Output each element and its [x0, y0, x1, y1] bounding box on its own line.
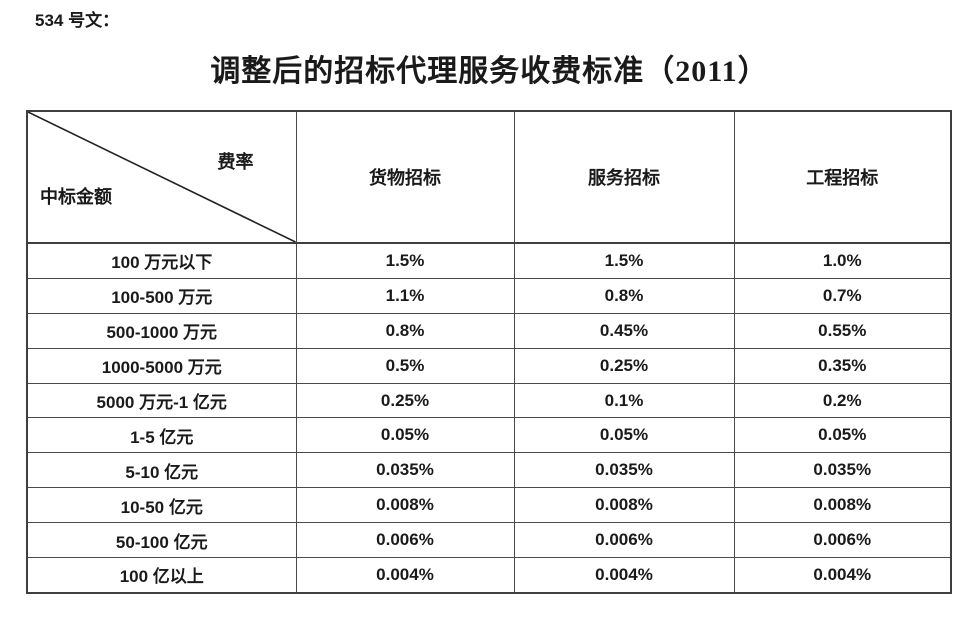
rate-cell: 1.5%: [513, 242, 735, 279]
rate-cell: 1.0%: [733, 242, 952, 279]
table-row: 500-1000 万元 0.8% 0.45% 0.55%: [26, 312, 952, 349]
rate-cell: 0.7%: [733, 277, 952, 314]
rate-cell: 1.5%: [295, 242, 515, 279]
doc-number: 534 号文：: [35, 11, 120, 30]
rate-cell: 0.8%: [513, 277, 735, 314]
amount-tier-label: 1000-5000 万元: [26, 347, 297, 384]
table-row: 100 万元以下 1.5% 1.5% 1.0%: [26, 242, 952, 279]
table-row: 50-100 亿元 0.006% 0.006% 0.006%: [26, 522, 952, 559]
diagonal-divider-line: [28, 112, 296, 242]
amount-tier-label: 5-10 亿元: [26, 452, 297, 489]
rate-cell: 0.55%: [733, 312, 952, 349]
table-row: 1000-5000 万元 0.5% 0.25% 0.35%: [26, 347, 952, 384]
column-header-goods-bidding: 货物招标: [295, 110, 515, 244]
amount-tier-label: 10-50 亿元: [26, 487, 297, 524]
table-row: 5000 万元-1 亿元 0.25% 0.1% 0.2%: [26, 382, 952, 419]
rate-cell: 0.45%: [513, 312, 735, 349]
rate-cell: 0.004%: [513, 557, 735, 594]
amount-tier-label: 1-5 亿元: [26, 417, 297, 454]
amount-tier-label: 100 万元以下: [26, 242, 297, 279]
rate-cell: 0.2%: [733, 382, 952, 419]
rate-cell: 0.05%: [295, 417, 515, 454]
rate-cell: 0.006%: [513, 522, 735, 559]
corner-label-amount: 中标金额: [40, 187, 112, 207]
amount-tier-label: 5000 万元-1 亿元: [26, 382, 297, 419]
rate-cell: 0.35%: [733, 347, 952, 384]
fee-rate-table: 费率 中标金额 货物招标 服务招标 工程招标 100 万元以下 1.5% 1.5…: [26, 110, 952, 594]
table-header-row: 费率 中标金额 货物招标 服务招标 工程招标: [26, 110, 952, 244]
corner-header-cell: 费率 中标金额: [26, 110, 297, 244]
rate-cell: 0.008%: [733, 487, 952, 524]
corner-label-rate: 费率: [217, 152, 254, 172]
amount-tier-label: 50-100 亿元: [26, 522, 297, 559]
amount-tier-label: 500-1000 万元: [26, 312, 297, 349]
rate-cell: 0.5%: [295, 347, 515, 384]
rate-cell: 0.035%: [513, 452, 735, 489]
table-row: 1-5 亿元 0.05% 0.05% 0.05%: [26, 417, 952, 454]
column-header-engineering-bidding: 工程招标: [733, 110, 952, 244]
rate-cell: 0.004%: [295, 557, 515, 594]
rate-cell: 0.008%: [513, 487, 735, 524]
page-title: 调整后的招标代理服务收费标准（2011）: [210, 55, 769, 88]
rate-cell: 0.25%: [513, 347, 735, 384]
table-row: 100-500 万元 1.1% 0.8% 0.7%: [26, 277, 952, 314]
rate-cell: 0.008%: [295, 487, 515, 524]
table-row: 100 亿以上 0.004% 0.004% 0.004%: [26, 557, 952, 594]
amount-tier-label: 100 亿以上: [26, 557, 297, 594]
rate-cell: 0.006%: [733, 522, 952, 559]
rate-cell: 0.8%: [295, 312, 515, 349]
rate-cell: 0.006%: [295, 522, 515, 559]
amount-tier-label: 100-500 万元: [26, 277, 297, 314]
rate-cell: 0.05%: [733, 417, 952, 454]
table-row: 5-10 亿元 0.035% 0.035% 0.035%: [26, 452, 952, 489]
rate-cell: 0.035%: [733, 452, 952, 489]
rate-cell: 0.035%: [295, 452, 515, 489]
rate-cell: 1.1%: [295, 277, 515, 314]
rate-cell: 0.25%: [295, 382, 515, 419]
rate-cell: 0.004%: [733, 557, 952, 594]
rate-cell: 0.05%: [513, 417, 735, 454]
rate-cell: 0.1%: [513, 382, 735, 419]
column-header-service-bidding: 服务招标: [513, 110, 735, 244]
table-row: 10-50 亿元 0.008% 0.008% 0.008%: [26, 487, 952, 524]
